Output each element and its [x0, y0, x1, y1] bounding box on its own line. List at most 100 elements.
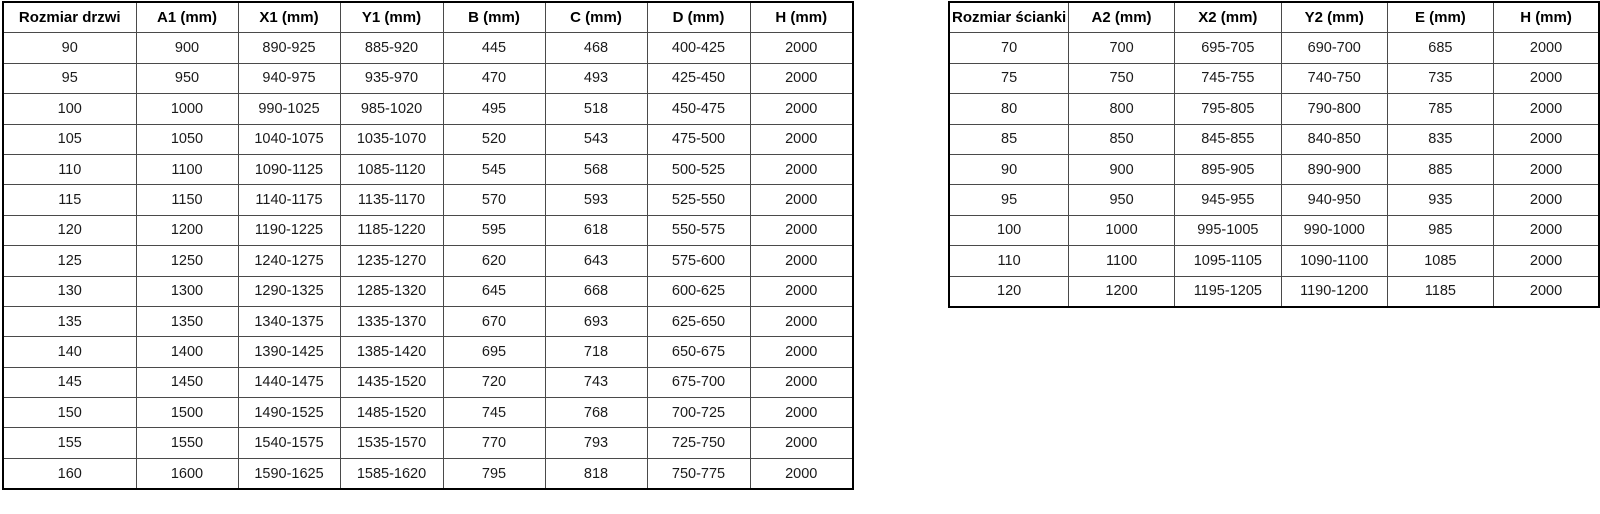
cell: 1585-1620 — [339, 457, 444, 490]
cell: 120 — [948, 275, 1070, 308]
cell: 100 — [2, 93, 137, 125]
cell: 745 — [442, 397, 546, 429]
cell: 445 — [442, 32, 546, 64]
cell: 685 — [1386, 32, 1495, 64]
cell: 2000 — [749, 214, 854, 247]
cell: 95 — [948, 184, 1070, 216]
cell: 670 — [442, 305, 546, 338]
cell: 1050 — [135, 123, 239, 155]
cell: 645 — [442, 275, 546, 307]
cell: 885-920 — [339, 32, 444, 64]
table-row: 80 800 795-805 790-800 785 2000 — [948, 93, 1600, 125]
cell: 1340-1375 — [237, 305, 341, 338]
table-row: 85 850 845-855 840-850 835 2000 — [948, 123, 1600, 155]
cell: 2000 — [1493, 184, 1600, 216]
cell: 790-800 — [1280, 93, 1388, 125]
cell: 935 — [1386, 184, 1495, 216]
cell: 95 — [2, 62, 137, 95]
table-row: 90 900 890-925 885-920 445 468 400-425 2000 — [2, 32, 854, 64]
column-header: Rozmiar drzwi — [2, 1, 137, 34]
cell: 1090-1100 — [1280, 245, 1388, 277]
table-row: 125 1250 1240-1275 1235-1270 620 643 575-600 20… — [2, 245, 854, 277]
cell: 90 — [2, 32, 137, 64]
cell: 2000 — [1493, 93, 1600, 125]
cell: 945-955 — [1173, 184, 1282, 216]
table-row: 120 1200 1190-1225 1185-1220 595 618 550-575 20… — [2, 214, 854, 247]
cell: 2000 — [1493, 32, 1600, 64]
cell: 125 — [2, 245, 137, 277]
cell: 935-970 — [339, 62, 444, 95]
cell: 1000 — [1068, 214, 1175, 247]
cell: 1550 — [135, 427, 239, 459]
cell: 768 — [544, 397, 648, 429]
cell: 75 — [948, 62, 1070, 95]
cell: 750 — [1068, 62, 1175, 95]
table-row: 75 750 745-755 740-750 735 2000 — [948, 62, 1600, 95]
cell: 650-675 — [646, 336, 751, 368]
cell: 668 — [544, 275, 648, 307]
cell: 618 — [544, 214, 648, 247]
cell: 160 — [2, 457, 137, 490]
cell: 450-475 — [646, 93, 751, 125]
cell: 493 — [544, 62, 648, 95]
table-row: 95 950 940-975 935-970 470 493 425-450 2000 — [2, 62, 854, 95]
cell: 105 — [2, 123, 137, 155]
cell: 895-905 — [1173, 153, 1282, 186]
cell: 1600 — [135, 457, 239, 490]
cell: 425-450 — [646, 62, 751, 95]
cell: 2000 — [749, 305, 854, 338]
cell: 1040-1075 — [237, 123, 341, 155]
cell: 150 — [2, 397, 137, 429]
cell: 695 — [442, 336, 546, 368]
cell: 1485-1520 — [339, 397, 444, 429]
column-header: Y1 (mm) — [339, 1, 444, 34]
column-header: C (mm) — [544, 1, 648, 34]
cell: 940-950 — [1280, 184, 1388, 216]
cell: 525-550 — [646, 184, 751, 216]
cell: 770 — [442, 427, 546, 459]
cell: 1190-1225 — [237, 214, 341, 247]
cell: 785 — [1386, 93, 1495, 125]
cell: 1385-1420 — [339, 336, 444, 368]
cell: 718 — [544, 336, 648, 368]
cell: 145 — [2, 366, 137, 399]
table-row: 140 1400 1390-1425 1385-1420 695 718 650-675 20… — [2, 336, 854, 368]
cell: 1090-1125 — [237, 153, 341, 186]
cell: 890-900 — [1280, 153, 1388, 186]
cell: 1290-1325 — [237, 275, 341, 307]
cell: 475-500 — [646, 123, 751, 155]
cell: 1085-1120 — [339, 153, 444, 186]
cell: 550-575 — [646, 214, 751, 247]
cell: 725-750 — [646, 427, 751, 459]
table-row: 100 1000 995-1005 990-1000 985 2000 — [948, 214, 1600, 247]
cell: 800 — [1068, 93, 1175, 125]
cell: 1095-1105 — [1173, 245, 1282, 277]
cell: 1250 — [135, 245, 239, 277]
cell: 2000 — [1493, 62, 1600, 95]
table-row: 100 1000 990-1025 985-1020 495 518 450-475 2000 — [2, 93, 854, 125]
cell: 1135-1170 — [339, 184, 444, 216]
cell: 1190-1200 — [1280, 275, 1388, 308]
cell: 675-700 — [646, 366, 751, 399]
cell: 595 — [442, 214, 546, 247]
cell: 985-1020 — [339, 93, 444, 125]
table-row: 135 1350 1340-1375 1335-1370 670 693 625-650 20… — [2, 305, 854, 338]
table-row: 110 1100 1090-1125 1085-1120 545 568 500-525 20… — [2, 153, 854, 186]
cell: 940-975 — [237, 62, 341, 95]
cell: 743 — [544, 366, 648, 399]
cell: 2000 — [749, 275, 854, 307]
cell: 1100 — [135, 153, 239, 186]
cell: 1240-1275 — [237, 245, 341, 277]
column-header: B (mm) — [442, 1, 546, 34]
column-header: D (mm) — [646, 1, 751, 34]
table-row: 150 1500 1490-1525 1485-1520 745 768 700-725 20… — [2, 397, 854, 429]
cell: 115 — [2, 184, 137, 216]
cell: 990-1025 — [237, 93, 341, 125]
cell: 795 — [442, 457, 546, 490]
cell: 1350 — [135, 305, 239, 338]
cell: 1285-1320 — [339, 275, 444, 307]
cell: 840-850 — [1280, 123, 1388, 155]
cell: 2000 — [749, 62, 854, 95]
cell: 1185 — [1386, 275, 1495, 308]
cell: 1100 — [1068, 245, 1175, 277]
